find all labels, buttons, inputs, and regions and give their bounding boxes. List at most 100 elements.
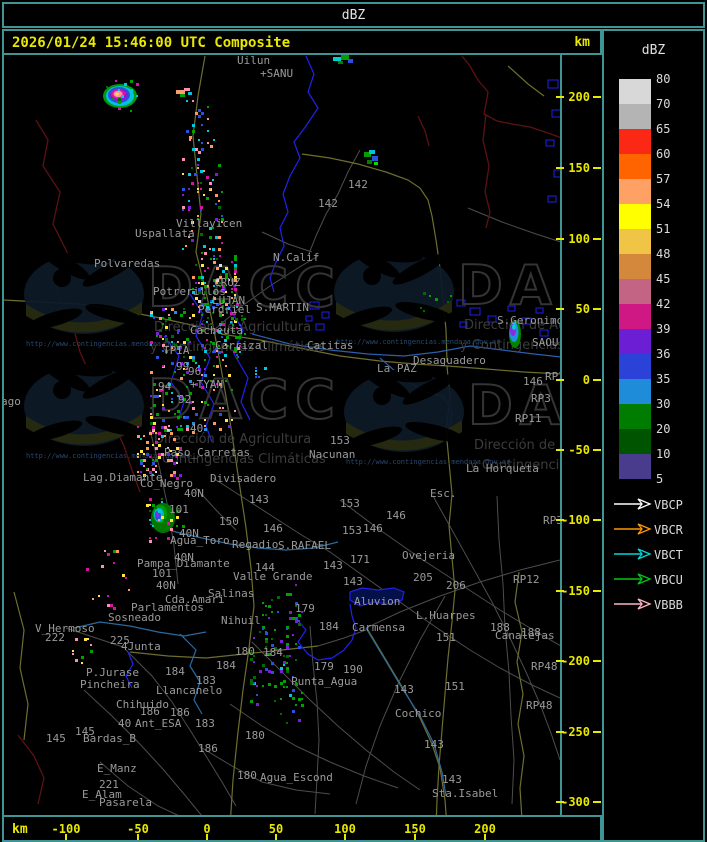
vector-legend-label: VBBB (654, 598, 683, 612)
map-label: 180 (235, 645, 255, 658)
map-label: 143 (249, 493, 269, 506)
map-label: 101 (152, 567, 172, 580)
dacc-watermark: DACC Dirección de Agricultura y Contingenc… (342, 366, 560, 473)
x-axis-tick (414, 834, 416, 840)
x-axis-tick-label: 150 (404, 822, 426, 836)
x-axis-tick-label: -100 (51, 822, 81, 836)
x-axis-tick (344, 834, 346, 840)
watermark-subtitle-2: y Contingencias Climáticas (150, 452, 326, 467)
watermark-url: http://www.contingencias.mendoza.gov.ar (26, 452, 191, 460)
y-axis-tick (593, 519, 601, 521)
map-label: Desaguadero (413, 354, 486, 367)
map-label: 146 (263, 522, 283, 535)
watermark-url: http://www.contingencias.mendoza.gov.ar (346, 458, 511, 466)
map-label: Carmensa (352, 621, 405, 634)
legend-scale-label: 10 (656, 447, 671, 461)
legend-scale-label: 48 (656, 247, 671, 261)
x-axis-bar: km (2, 815, 602, 842)
map-label: 186 (140, 705, 160, 718)
map-label: Cda.Amari (165, 593, 225, 606)
y-axis-tick-label: -100 (561, 513, 590, 527)
map-label: RP12 (513, 573, 540, 586)
legend-swatch-39 (619, 329, 651, 354)
map-label: 142 (348, 178, 368, 191)
map-label: Nihuil (221, 614, 261, 627)
map-label: S.RAFAEL (278, 539, 331, 552)
map-label: 180 (237, 769, 257, 782)
legend-swatch-51 (619, 229, 651, 254)
x-axis-tick (65, 834, 67, 840)
map-label: 183 (196, 674, 216, 687)
y-axis-tick-label: -250 (561, 725, 590, 739)
legend-panel: dBZ 80 70 65 60 57 54 51 48 45 42 39 36 35 30 20 10 5 VB… (602, 29, 705, 842)
y-axis-tick (593, 449, 601, 451)
map-label: LUJAN (212, 294, 246, 307)
legend-swatch-42 (619, 304, 651, 329)
map-label: 92 (178, 393, 192, 406)
x-axis-tick-label: 50 (268, 822, 284, 836)
legend-scale-label: 80 (656, 72, 671, 86)
map-label: 40N (174, 551, 194, 564)
map-label: P.Jurase (86, 666, 139, 679)
timestamp: 2026/01/24 15:46:00 UTC Composite (12, 35, 291, 51)
header-strip: 2026/01/24 15:46:00 UTC Composite km (2, 29, 602, 55)
map-label: 40N (184, 487, 204, 500)
legend-swatch-65 (619, 129, 651, 154)
y-axis-tick-label: -200 (561, 654, 590, 668)
map-label: V_Hermoso (35, 622, 95, 635)
map-label: Salinas (208, 587, 255, 600)
map-label: N.Calif (273, 251, 320, 264)
x-axis-tick (137, 834, 139, 840)
y-axis-tick-label: 150 (568, 161, 590, 175)
map-label: Co_Negro (140, 477, 193, 490)
y-axis-tick-inner (556, 308, 564, 310)
map-label: 184 (263, 646, 283, 659)
map-label: 40 (190, 422, 204, 435)
map-label: 179 (295, 602, 315, 615)
map-label: E_Alam (82, 788, 122, 801)
map-label: Bardas_B (83, 732, 136, 745)
y-axis-tick-label: 200 (568, 90, 590, 104)
map-label: Cacheuta (190, 324, 243, 337)
y-axis-tick (593, 379, 601, 381)
vector-legend-label: VBCR (654, 523, 683, 537)
x-axis-tick (206, 834, 208, 840)
vector-arrow-icon (614, 548, 652, 560)
map-label: 222 (45, 631, 65, 644)
map-label: Pampa_Diamante (137, 557, 230, 570)
map-label: 205 (413, 571, 433, 584)
legend-scale-label: 51 (656, 222, 671, 236)
map-label: Polvaredas (94, 257, 161, 270)
y-axis-tick (593, 167, 601, 169)
dacc-watermark: DACC Dirección de Agricultura y Contingenc… (22, 248, 336, 355)
map-label: Parlamentos (131, 601, 204, 614)
map-label: Ovejeria (402, 549, 455, 562)
map-label: Catitas (307, 339, 354, 352)
map-label: E_Manz (97, 762, 137, 775)
map-label: Villavicen (176, 217, 243, 230)
map-label: Carrizal (215, 339, 268, 352)
map-label: Pincheira (80, 678, 140, 691)
map-label: 99 (176, 360, 190, 373)
y-axis-tick-inner (556, 801, 564, 803)
map-label: 150 (219, 515, 239, 528)
y-axis-tick-label: -300 (561, 795, 590, 809)
map-label: 94 (158, 380, 172, 393)
legend-scale-label: 36 (656, 347, 671, 361)
y-axis-tick (593, 96, 601, 98)
legend-scale-label: 57 (656, 172, 671, 186)
x-axis-tick (275, 834, 277, 840)
map-label: Sosneado (108, 611, 161, 624)
vector-legend-item-vbcu: VBCU (604, 572, 703, 588)
y-axis-tick-label: 100 (568, 232, 590, 246)
y-axis-tick-inner (556, 590, 564, 592)
map-label: ago (1, 395, 21, 408)
title-bar: dBZ (2, 2, 705, 28)
map-label: Potrerillos (153, 285, 226, 298)
map-label: Esc. (430, 487, 457, 500)
vector-legend-label: VBCP (654, 498, 683, 512)
map-label: RP11 (515, 412, 542, 425)
